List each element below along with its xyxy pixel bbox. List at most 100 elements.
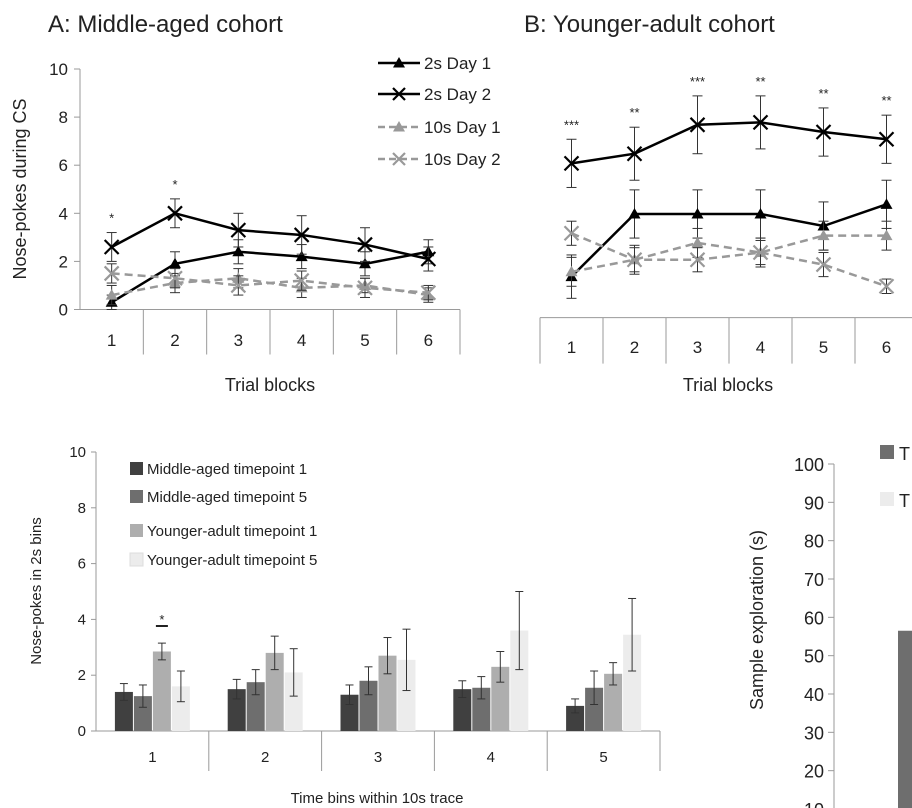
legend-item-10s-day-1: 10s Day 1 — [378, 118, 501, 137]
panel-c-x-axis-label: Time bins within 10s trace — [291, 790, 464, 807]
panel-b-series-2s-day-1 — [565, 179, 893, 299]
panel-c-bar — [284, 672, 303, 731]
panel-b-data-point — [563, 155, 580, 172]
panel-d-bar — [898, 630, 912, 808]
panel-a-series-line — [111, 276, 429, 297]
legend-item-1: T — [880, 491, 910, 511]
panel-c-error-bar — [289, 648, 298, 697]
panel-a-data-point — [232, 245, 245, 257]
panel-a-significance-marker: * — [172, 177, 177, 192]
legend-label: 2s Day 1 — [424, 54, 491, 73]
panel-b-series-line — [571, 232, 887, 288]
panel-a-y-tick-label: 4 — [59, 204, 68, 223]
legend-marker — [393, 57, 405, 68]
panel-b-data-point — [878, 278, 895, 295]
panel-c-bar — [585, 687, 604, 731]
legend-label: Middle-aged timepoint 5 — [147, 489, 307, 506]
legend-label: Younger-adult timepoint 1 — [147, 523, 317, 540]
panel-a-middle-aged-cohort: A: Middle-aged cohort Nose-pokes during … — [10, 11, 501, 395]
panel-d-y-tick-label: 70 — [804, 570, 824, 590]
panel-a-y-tick-label: 0 — [59, 301, 68, 320]
panel-c-error-bar — [157, 642, 166, 661]
legend-swatch — [880, 445, 894, 459]
panel-b-series-line — [570, 203, 887, 278]
legend-item-younger-adult-timepoint-1: Younger-adult timepoint 1 — [130, 523, 317, 540]
panel-a-x-tick-label: 2 — [170, 331, 179, 350]
panel-a-series-line — [111, 211, 429, 261]
panel-b-series-line — [571, 234, 887, 274]
panel-c-error-bar — [119, 683, 128, 701]
panel-d-y-tick-label: 40 — [804, 685, 824, 705]
panel-c-y-tick-label: 8 — [78, 500, 86, 517]
panel-b-significance-marker: ** — [818, 86, 828, 101]
panel-c-error-bar — [232, 678, 241, 700]
panel-c-error-bar — [571, 698, 580, 714]
panel-c-bar — [133, 696, 152, 731]
panel-b-x-tick-label: 4 — [756, 338, 765, 357]
legend-marker — [392, 87, 406, 101]
panel-c-x-tick-label: 4 — [487, 749, 495, 766]
panel-a-data-point — [105, 289, 118, 300]
legend-label: Younger-adult timepoint 5 — [147, 552, 317, 569]
panel-c-y-tick-label: 6 — [78, 556, 86, 573]
panel-a-data-point — [230, 222, 247, 238]
panel-c-bar — [566, 705, 585, 731]
panel-c-error-bar — [383, 637, 392, 675]
legend-item-0: T — [880, 444, 910, 464]
panel-d-y-tick-label: 90 — [804, 493, 824, 513]
legend-marker — [393, 121, 405, 132]
panel-b-data-point — [878, 131, 895, 148]
panel-a-y-tick-label: 10 — [49, 60, 68, 79]
panel-c-error-bar — [138, 684, 147, 708]
panel-c-error-bar — [458, 680, 467, 699]
panel-c-error-bar — [496, 650, 505, 683]
panel-d-legend: TT — [880, 444, 910, 511]
panel-b-x-tick-label: 1 — [567, 338, 576, 357]
panel-b-significance-marker: ** — [881, 93, 891, 108]
legend-label: 10s Day 2 — [424, 150, 501, 169]
panel-c-y-axis-label: Nose-pokes in 2s bins — [28, 517, 45, 665]
panel-a-legend: 2s Day 1 2s Day 2 10s Day 1 10s Day 2 — [378, 54, 501, 169]
panel-a-x-tick-label: 6 — [424, 331, 433, 350]
legend-item-2s-day-2: 2s Day 2 — [378, 85, 491, 104]
panel-a-x-tick-label: 3 — [234, 331, 243, 350]
panel-d-sample-exploration: Sample exploration (s) 10 20 30 40 50 60 70 80 9… — [747, 444, 912, 808]
panel-b-series-10s-day-1 — [565, 220, 893, 287]
legend-label: 2s Day 2 — [424, 85, 491, 104]
panel-b-significance-marker: ** — [629, 105, 639, 120]
panel-c-error-bar — [477, 676, 486, 700]
panel-d-y-tick-label: 60 — [804, 608, 824, 628]
panel-c-bar — [152, 651, 171, 731]
panel-b-younger-adult-cohort: B: Younger-adult cohort Trial blocks 1 2 3… — [524, 11, 912, 395]
panel-c-bar — [359, 680, 378, 731]
panel-c-x-tick-label: 2 — [261, 749, 269, 766]
panel-c-error-bar — [590, 670, 599, 705]
panel-c-error-bar — [364, 666, 373, 696]
panel-b-data-point — [752, 244, 769, 261]
panel-c-legend: Middle-aged timepoint 1 Middle-aged timep… — [129, 461, 317, 569]
panel-b-significance-marker: ** — [755, 74, 765, 89]
panel-c-error-bar — [628, 597, 637, 672]
panel-a-x-tick-label: 5 — [360, 331, 369, 350]
panel-b-data-point — [689, 117, 706, 133]
panel-a-data-point — [293, 272, 310, 289]
panel-a-title: A: Middle-aged cohort — [48, 11, 283, 38]
panel-c-x-tick-label: 1 — [148, 749, 156, 766]
panel-a-y-tick-label: 8 — [59, 108, 68, 127]
panel-a-data-point — [230, 277, 247, 294]
panel-a-data-point — [359, 257, 371, 269]
panel-c-bar — [472, 687, 491, 731]
panel-b-title: B: Younger-adult cohort — [524, 11, 775, 38]
panel-c-bar — [340, 694, 359, 731]
legend-label: T — [899, 444, 910, 464]
legend-item-middle-aged-timepoint-1: Middle-aged timepoint 1 — [130, 461, 307, 478]
panel-c-bar — [623, 634, 642, 731]
panel-c-time-bins: Nose-pokes in 2s bins Time bins within 1… — [28, 444, 661, 807]
panel-d-y-tick-label: 80 — [804, 532, 824, 552]
panel-b-x-tick-label: 6 — [882, 338, 891, 357]
panel-b-significance-marker: *** — [690, 74, 705, 89]
panel-a-series-line — [111, 250, 429, 304]
panel-a-y-tick-label: 2 — [59, 252, 68, 271]
legend-item-middle-aged-timepoint-5: Middle-aged timepoint 5 — [130, 489, 307, 506]
